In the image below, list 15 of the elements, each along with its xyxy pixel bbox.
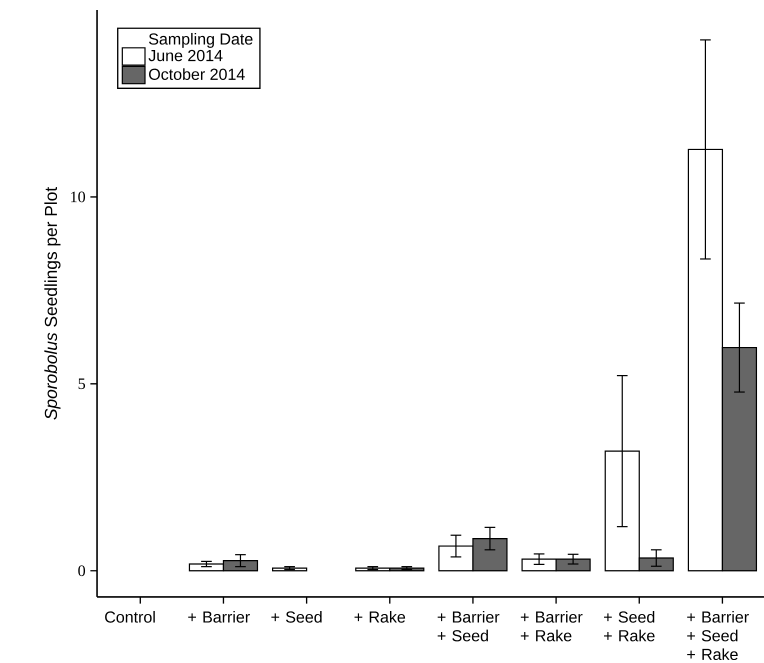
x-tick-label: + Barrier + Seed + Rake	[687, 611, 749, 660]
x-tick-label: + Barrier + Seed	[438, 611, 500, 642]
x-tick-label: Control	[105, 611, 155, 623]
y-tick-label: 10	[71, 192, 86, 202]
y-axis-title: Sporobolus Seedlings per Plot	[44, 187, 60, 420]
legend-title: Sampling Date	[149, 32, 253, 48]
x-tick-label: + Rake	[354, 611, 406, 623]
x-tick-label: + Barrier	[188, 611, 250, 623]
y-tick-label: 0	[78, 565, 86, 576]
x-tick-label: + Seed + Rake	[604, 611, 655, 642]
x-tick-label: + Barrier + Rake	[520, 611, 583, 642]
legend-label: June 2014	[148, 50, 223, 62]
legend-label: October 2014	[149, 68, 245, 80]
x-tick-label: + Seed	[271, 611, 322, 623]
y-tick-label: 5	[78, 378, 86, 390]
